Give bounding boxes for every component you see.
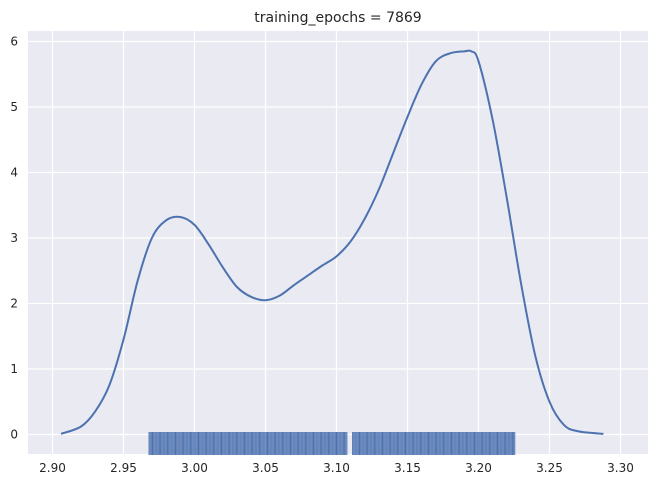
y-tick-label: 6 bbox=[10, 35, 18, 49]
x-tick-label: 3.10 bbox=[323, 461, 350, 475]
x-tick-label: 3.00 bbox=[181, 461, 208, 475]
plot-area bbox=[28, 31, 648, 454]
x-tick-label: 2.95 bbox=[110, 461, 137, 475]
density-curve bbox=[60, 49, 604, 435]
rug-marks bbox=[148, 432, 516, 455]
x-tick-label: 3.05 bbox=[252, 461, 279, 475]
y-tick-label: 1 bbox=[10, 362, 18, 376]
x-tick-label: 3.15 bbox=[394, 461, 421, 475]
y-tick-label: 5 bbox=[10, 100, 18, 114]
y-tick-label: 2 bbox=[10, 297, 18, 311]
y-axis: 0 1 2 3 4 5 6 bbox=[10, 35, 18, 442]
y-tick-label: 0 bbox=[10, 428, 18, 442]
y-tick-label: 4 bbox=[10, 166, 18, 180]
x-tick-label: 3.20 bbox=[465, 461, 492, 475]
x-axis: 2.90 2.95 3.00 3.05 3.10 3.15 3.20 3.25 3.30 bbox=[39, 461, 634, 475]
x-tick-label: 2.90 bbox=[39, 461, 66, 475]
x-tick-label: 3.25 bbox=[536, 461, 563, 475]
y-tick-label: 3 bbox=[10, 231, 18, 245]
x-tick-label: 3.30 bbox=[607, 461, 634, 475]
chart-title: training_epochs = 7869 bbox=[254, 10, 421, 26]
